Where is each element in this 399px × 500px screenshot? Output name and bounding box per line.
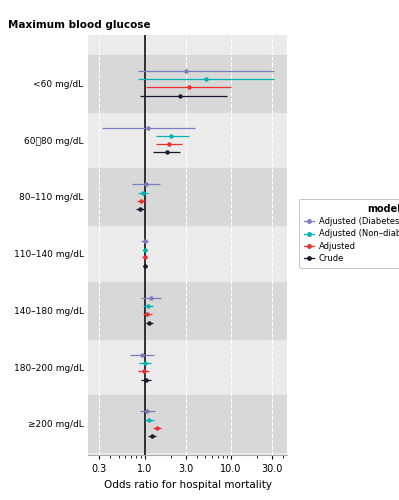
Legend: Adjusted (Diabetes subgroup), Adjusted (Non–diabetes subgroup), Adjusted, Crude: Adjusted (Diabetes subgroup), Adjusted (… xyxy=(299,199,399,268)
Text: Maximum blood glucose: Maximum blood glucose xyxy=(8,20,150,30)
Bar xyxy=(88,282,287,339)
Bar xyxy=(88,168,287,225)
Bar xyxy=(88,396,287,452)
Bar xyxy=(88,55,287,112)
X-axis label: Odds ratio for hospital mortality: Odds ratio for hospital mortality xyxy=(103,480,272,490)
